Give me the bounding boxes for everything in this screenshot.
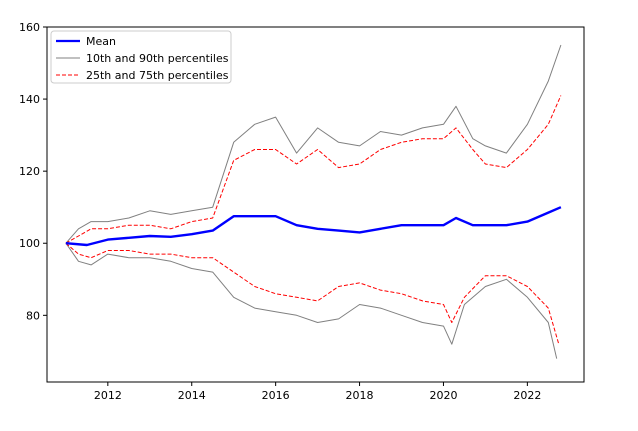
legend-label-10-90: 10th and 90th percentiles [86,52,229,65]
series-line-90th-percentile [65,44,562,244]
x-tick-label: 2016 [262,389,290,402]
x-tick-label: 2020 [429,389,457,402]
y-tick-label: 120 [19,165,40,178]
plot-frame [46,26,585,383]
series-line-10th-percentile [65,242,558,359]
legend-label-mean: Mean [86,35,116,48]
x-tick-label: 2018 [346,389,374,402]
series-line-75th-percentile [65,95,562,244]
series-line-mean [65,206,562,247]
y-tick-label: 140 [19,93,40,106]
series-line-25th-percentile [65,242,560,345]
y-tick-label: 100 [19,237,40,250]
legend-box [50,30,232,84]
x-axis: 2012 2014 2016 2018 2020 2022 [94,382,541,402]
y-axis: 80 100 120 140 160 [19,21,47,322]
y-tick-label: 80 [26,309,40,322]
x-tick-label: 2022 [513,389,541,402]
series-layer [65,44,562,359]
x-tick-label: 2012 [94,389,122,402]
legend-label-25-75: 25th and 75th percentiles [86,69,229,82]
y-tick-label: 160 [19,21,40,34]
legend: Mean 10th and 90th percentiles 25th and … [50,30,232,84]
x-tick-label: 2014 [178,389,206,402]
